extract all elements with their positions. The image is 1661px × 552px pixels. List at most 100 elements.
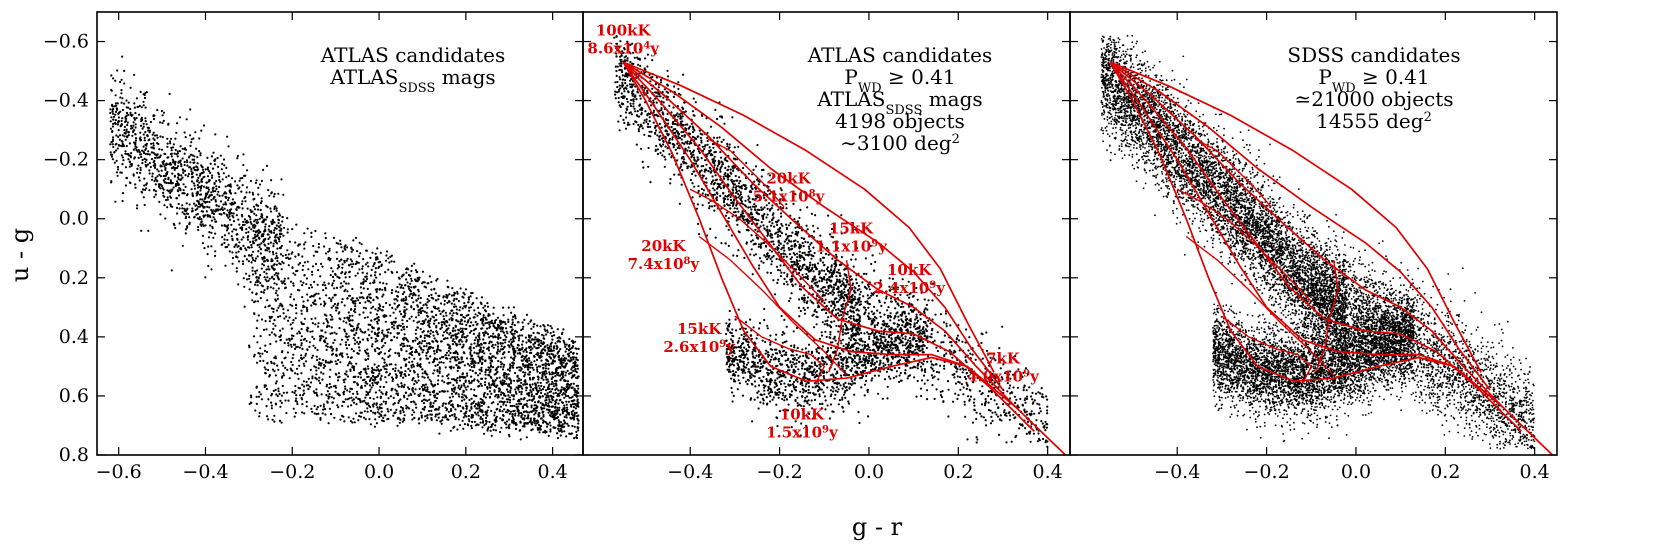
data-point <box>379 260 382 263</box>
data-point <box>564 421 567 424</box>
data-point <box>330 298 333 301</box>
data-point <box>189 108 192 111</box>
data-point <box>543 337 546 340</box>
data-point <box>253 212 256 215</box>
data-point <box>392 403 395 406</box>
data-point <box>301 255 304 258</box>
data-point <box>441 334 445 337</box>
data-point <box>345 373 348 376</box>
data-point <box>367 367 370 370</box>
data-point <box>535 363 538 366</box>
data-point <box>486 393 489 396</box>
data-point <box>421 407 424 411</box>
data-point <box>160 165 163 168</box>
data-point <box>214 220 217 223</box>
data-point <box>506 400 509 404</box>
data-point <box>237 250 240 253</box>
data-point <box>357 342 360 346</box>
data-point <box>263 270 266 274</box>
data-point <box>539 352 542 355</box>
data-point <box>109 143 112 146</box>
data-point <box>502 374 505 377</box>
data-point <box>481 358 484 361</box>
data-point <box>509 338 512 341</box>
data-point <box>372 397 375 400</box>
data-point <box>139 168 142 172</box>
data-point <box>346 389 349 392</box>
data-point <box>165 172 168 175</box>
data-point <box>441 404 444 407</box>
data-point <box>528 376 532 380</box>
data-point <box>274 292 278 295</box>
data-point <box>270 394 273 397</box>
data-point <box>140 155 143 159</box>
data-point <box>539 428 542 431</box>
data-point <box>272 278 275 281</box>
data-point <box>449 408 453 411</box>
data-point <box>328 386 331 389</box>
data-point <box>511 321 514 324</box>
data-point <box>202 185 206 188</box>
data-point <box>309 381 313 384</box>
data-point <box>505 420 509 423</box>
data-point <box>223 164 226 167</box>
data-point <box>322 405 325 408</box>
data-point <box>198 150 201 153</box>
data-point <box>393 260 396 263</box>
data-point <box>455 308 458 311</box>
data-point <box>232 212 235 215</box>
data-point <box>174 137 177 140</box>
data-point <box>346 257 349 260</box>
data-point <box>270 331 273 334</box>
data-point <box>210 193 213 197</box>
data-point <box>565 389 568 392</box>
data-point <box>464 288 468 291</box>
data-point <box>542 431 545 434</box>
data-point <box>420 414 423 417</box>
data-point <box>435 392 438 395</box>
data-point <box>476 411 480 414</box>
data-point <box>372 405 375 408</box>
data-point <box>276 276 279 279</box>
data-point <box>319 364 322 367</box>
data-point <box>228 210 231 213</box>
data-point <box>264 223 267 226</box>
data-point <box>210 191 213 194</box>
data-point <box>114 102 117 105</box>
data-point <box>119 80 122 84</box>
data-point <box>448 293 451 296</box>
data-point <box>369 378 372 381</box>
data-point <box>496 352 499 355</box>
data-point <box>552 382 555 385</box>
data-point <box>449 351 452 354</box>
data-point <box>473 420 476 423</box>
data-point <box>396 295 399 298</box>
data-point <box>549 349 552 352</box>
data-point <box>326 400 329 403</box>
data-point <box>384 259 388 262</box>
data-point <box>142 125 145 128</box>
data-point <box>329 318 333 321</box>
data-point <box>286 228 289 231</box>
data-point <box>459 327 462 330</box>
data-point <box>175 166 179 170</box>
data-point <box>467 424 470 427</box>
data-point <box>420 385 423 388</box>
data-point <box>333 416 336 419</box>
data-point <box>411 360 414 363</box>
data-point <box>260 284 263 287</box>
data-point <box>461 419 464 422</box>
data-point <box>542 341 546 345</box>
data-point <box>385 282 388 285</box>
data-point <box>263 229 266 233</box>
data-point <box>381 357 384 360</box>
data-point <box>421 368 424 371</box>
data-point <box>298 346 301 349</box>
data-point <box>128 160 131 163</box>
data-point <box>416 321 419 324</box>
data-point <box>307 377 310 380</box>
data-point <box>374 252 377 255</box>
data-point <box>503 351 506 354</box>
data-point <box>409 290 412 293</box>
data-point <box>351 365 354 368</box>
